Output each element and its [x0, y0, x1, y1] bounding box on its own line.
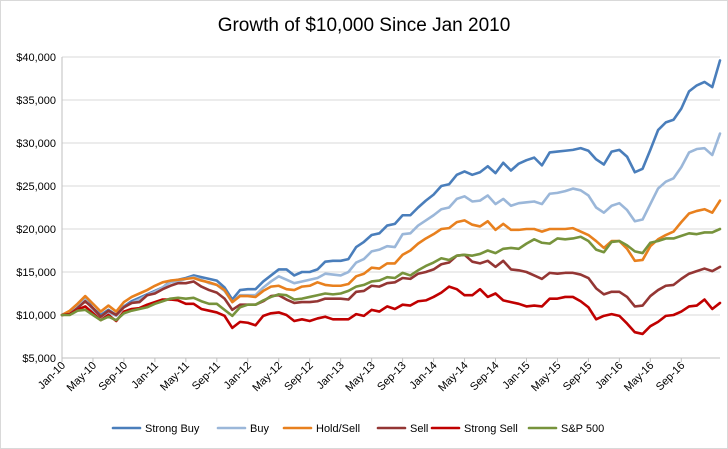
y-tick-label: $10,000: [16, 310, 56, 322]
chart-title: Growth of $10,000 Since Jan 2010: [218, 15, 511, 36]
y-tick-label: $15,000: [16, 267, 56, 279]
legend-label: Buy: [250, 423, 269, 435]
x-tick-label: Jan-16: [593, 360, 625, 392]
x-tick-label: May-13: [343, 360, 377, 394]
y-tick-label: $35,000: [16, 95, 56, 107]
x-tick-label: Jan-15: [500, 360, 532, 392]
y-tick-label: $20,000: [16, 224, 56, 236]
legend: Strong Buy Buy Hold/Sell Sell Strong Sell S&P…: [111, 423, 604, 435]
x-tick-label: Sep-12: [282, 360, 316, 394]
y-tick-label: $5,000: [22, 353, 56, 365]
x-tick-label: May-16: [622, 360, 656, 394]
y-tick-label: $40,000: [16, 52, 56, 64]
y-tick-label: $30,000: [16, 138, 56, 150]
legend-label: S&P 500: [561, 423, 604, 435]
y-axis-tick-labels: $5,000 $10,000 $15,000 $20,000 $25,000 $30,00…: [16, 52, 56, 365]
x-tick-label: Sep-16: [654, 360, 688, 394]
legend-label: Sell: [410, 423, 428, 435]
x-tick-label: May-10: [65, 360, 99, 394]
gridlines: [61, 56, 720, 359]
x-tick-label: May-12: [250, 360, 284, 394]
series-line-hold-sell: [60, 199, 722, 317]
series-line-buy: [60, 132, 722, 319]
x-tick-label: Sep-15: [561, 360, 595, 394]
x-tick-label: May-14: [436, 360, 470, 394]
y-tick-label: $25,000: [16, 181, 56, 193]
x-tick-label: May-11: [158, 360, 192, 394]
legend-label: Strong Sell: [464, 423, 518, 435]
series-line-sell: [60, 253, 722, 319]
x-tick-label: Jan-13: [315, 360, 347, 392]
series-line-s-p-500: [60, 227, 722, 322]
x-tick-label: Jan-14: [407, 360, 439, 392]
x-tick-label: Sep-11: [190, 360, 223, 393]
x-tick-label: May-15: [529, 360, 563, 394]
series-lines: [60, 59, 722, 336]
legend-label: Hold/Sell: [316, 423, 360, 435]
x-tick-label: Sep-13: [375, 360, 409, 394]
x-tick-label: Sep-10: [96, 360, 130, 394]
x-tick-label: Jan-12: [222, 360, 254, 392]
x-tick-label: Jan-11: [129, 360, 161, 392]
legend-label: Strong Buy: [145, 423, 200, 435]
x-tick-label: Sep-14: [468, 360, 502, 394]
